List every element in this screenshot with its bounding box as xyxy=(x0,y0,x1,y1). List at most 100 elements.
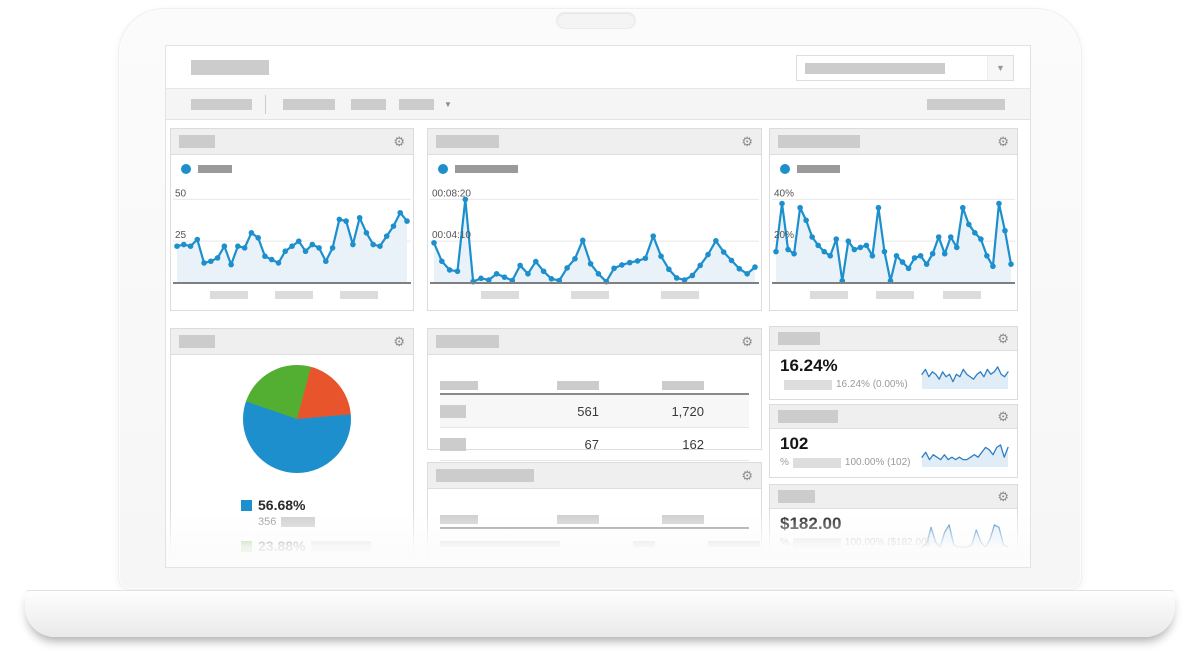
chart-legend xyxy=(428,155,761,179)
metric-value: 102 xyxy=(780,434,809,453)
gear-icon[interactable]: ⚙ xyxy=(997,134,1009,149)
redacted-toolbar-title[interactable] xyxy=(191,99,252,110)
metric-subtext: % 100.00% ($182.00) xyxy=(780,537,930,548)
redacted-x-tick xyxy=(340,291,379,299)
redacted-legend-label xyxy=(198,165,232,173)
metric-detail: 16.24% (0.00%) xyxy=(836,379,908,390)
gear-icon[interactable]: ⚙ xyxy=(741,334,753,349)
redacted-toolbar-tab-2[interactable] xyxy=(351,99,386,110)
chevron-down-icon[interactable]: ▼ xyxy=(444,100,452,109)
account-dropdown[interactable]: ▼ xyxy=(796,55,1014,81)
svg-text:00:08:20: 00:08:20 xyxy=(432,188,471,199)
svg-text:20%: 20% xyxy=(774,230,794,241)
card-header: ⚙ xyxy=(171,129,413,155)
metric-value: $182.00 xyxy=(780,514,842,533)
app-header: ▼ xyxy=(166,46,1030,89)
redacted-cell xyxy=(633,541,655,547)
redacted-card-title xyxy=(778,135,860,148)
metric-body: 102 % 100.00% (102) xyxy=(770,429,1017,476)
redacted-row-label xyxy=(440,541,560,547)
card-header: ⚙ xyxy=(770,405,1017,429)
redacted-toolbar-right[interactable] xyxy=(927,99,1005,110)
redacted-x-tick xyxy=(876,291,915,299)
table-row: 561 1,720 xyxy=(440,395,749,428)
legend-dot xyxy=(438,164,448,174)
card-header: ⚙ xyxy=(428,463,761,489)
gear-icon[interactable]: ⚙ xyxy=(741,468,753,483)
redacted-app-title xyxy=(191,60,269,75)
gear-icon[interactable]: ⚙ xyxy=(997,331,1009,346)
card-header: ⚙ xyxy=(770,129,1017,155)
card-header: ⚙ xyxy=(428,129,761,155)
table-header-row xyxy=(440,355,749,395)
sessions-chart-card: ⚙ 50 25 xyxy=(170,128,414,311)
legend-dot xyxy=(181,164,191,174)
pie-slice-percent: 56.68% xyxy=(258,497,306,513)
table-cell: 1,720 xyxy=(671,403,704,419)
pie-slice-percent: 23.88% xyxy=(258,538,306,554)
stats-table-card: ⚙ 561 1,720 67 162 xyxy=(427,328,762,461)
redacted-legend-label xyxy=(455,165,518,173)
metric-card-revenue: ⚙ $182.00 % 100.00% ($182.00) xyxy=(769,484,1018,558)
redacted-legend-text xyxy=(311,541,372,551)
dashboard-screen: ▼ ▼ ⚙ 50 25 xyxy=(165,45,1031,568)
gear-icon[interactable]: ⚙ xyxy=(393,134,405,149)
pie-legend-item: 23.88% xyxy=(241,538,372,554)
svg-text:50: 50 xyxy=(175,188,187,199)
redacted-column-header xyxy=(557,514,599,524)
stats-table-card-2: ⚙ xyxy=(427,462,762,567)
toolbar-divider xyxy=(265,95,266,114)
redacted-row-label xyxy=(440,437,466,451)
line-chart: 40% 20% xyxy=(772,181,1015,285)
table-row xyxy=(440,529,760,559)
redacted-x-tick xyxy=(809,291,848,299)
metric-card-count: ⚙ 102 % 100.00% (102) xyxy=(769,404,1018,478)
sparkline xyxy=(921,518,1009,548)
gear-icon[interactable]: ⚙ xyxy=(393,334,405,349)
card-header: ⚙ xyxy=(770,327,1017,351)
metric-subtext: 16.24% (0.00%) xyxy=(780,379,908,390)
legend-swatch xyxy=(241,499,252,511)
chart-legend xyxy=(171,155,413,179)
pie-chart xyxy=(243,365,351,473)
redacted-metric-label xyxy=(792,537,841,548)
redacted-legend-label xyxy=(797,165,840,173)
gear-icon[interactable]: ⚙ xyxy=(997,489,1009,504)
data-table: 561 1,720 67 162 xyxy=(428,355,761,461)
pie-chart-card: ⚙ 56.68% 356 23.88% xyxy=(170,328,414,567)
pie-legend: 56.68% 356 23.88% xyxy=(241,497,372,557)
redacted-card-title xyxy=(436,335,499,348)
chart-legend xyxy=(770,155,1017,179)
redacted-card-title xyxy=(436,469,534,482)
x-axis-labels xyxy=(171,291,413,301)
gear-icon[interactable]: ⚙ xyxy=(997,409,1009,424)
x-axis-labels xyxy=(428,291,761,301)
data-table xyxy=(428,489,761,559)
redacted-card-title xyxy=(778,490,815,503)
x-axis-labels xyxy=(770,291,1017,301)
toolbar: ▼ xyxy=(166,89,1030,120)
redacted-row-label xyxy=(440,404,466,418)
redacted-card-title xyxy=(179,135,215,148)
pie-slice-count: 356 xyxy=(258,516,277,528)
laptop-latch xyxy=(556,12,636,29)
metric-body: 16.24% 16.24% (0.00%) xyxy=(770,351,1017,398)
bounce-chart-card: ⚙ 40% 20% xyxy=(769,128,1018,311)
redacted-x-tick xyxy=(275,291,314,299)
sparkline xyxy=(921,438,1009,468)
svg-text:40%: 40% xyxy=(774,188,794,199)
line-chart: 50 25 xyxy=(173,181,411,285)
redacted-column-header xyxy=(440,514,478,524)
redacted-toolbar-tab-3[interactable] xyxy=(399,99,434,110)
redacted-toolbar-tab-1[interactable] xyxy=(283,99,335,110)
svg-text:00:04:10: 00:04:10 xyxy=(432,230,471,241)
redacted-cell xyxy=(708,541,760,547)
card-header: ⚙ xyxy=(171,329,413,355)
table-row: 67 162 xyxy=(440,428,749,461)
metric-value: 16.24% xyxy=(780,356,838,375)
gear-icon[interactable]: ⚙ xyxy=(741,134,753,149)
metric-detail: 100.00% (102) xyxy=(844,457,911,468)
legend-swatch xyxy=(241,540,252,552)
metric-body: $182.00 % 100.00% ($182.00) xyxy=(770,509,1017,556)
